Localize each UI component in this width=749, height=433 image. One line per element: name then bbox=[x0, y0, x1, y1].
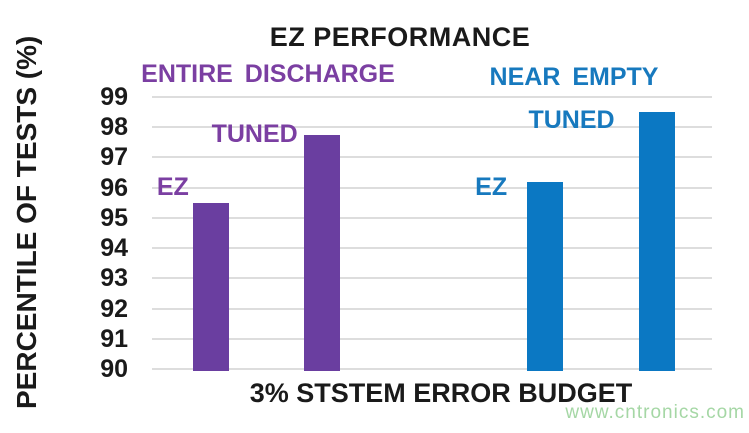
y-tick-label-97: 97 bbox=[100, 143, 128, 172]
y-tick-label-91: 91 bbox=[100, 324, 128, 353]
y-tick-label-99: 99 bbox=[100, 83, 128, 111]
y-tick-label-96: 96 bbox=[100, 173, 128, 202]
gridline-94 bbox=[152, 247, 712, 250]
gridline-93 bbox=[152, 277, 712, 280]
gridline-91 bbox=[152, 337, 712, 340]
gridline-98 bbox=[152, 126, 712, 129]
gridline-96 bbox=[152, 186, 712, 189]
bar-near-empty-ez bbox=[527, 181, 564, 371]
y-tick-label-98: 98 bbox=[100, 113, 128, 142]
y-tick-label-94: 94 bbox=[100, 234, 128, 263]
x-axis-label: 3% STSTEM ERROR BUDGET bbox=[249, 378, 633, 408]
gridline-90 bbox=[152, 368, 712, 370]
bar-entire-discharge-tuned bbox=[303, 134, 340, 371]
gridline-97 bbox=[152, 156, 712, 159]
y-tick-label-92: 92 bbox=[100, 294, 128, 323]
group-header-near-empty: NEAR EMPTY bbox=[489, 63, 659, 91]
bar-label-near-empty-tuned: TUNED bbox=[528, 106, 615, 135]
bar-label-near-empty-ez: EZ bbox=[475, 172, 508, 201]
watermark-text: www.cntronics.com bbox=[565, 402, 745, 423]
y-tick-label-90: 90 bbox=[100, 355, 128, 383]
y-tick-label-95: 95 bbox=[100, 203, 128, 232]
gridline-95 bbox=[152, 216, 712, 219]
bar-entire-discharge-ez bbox=[192, 202, 229, 371]
y-tick-label-93: 93 bbox=[100, 264, 128, 293]
bar-near-empty-tuned bbox=[638, 112, 675, 371]
bar-label-entire-discharge-tuned: TUNED bbox=[211, 119, 298, 148]
chart-title: EZ PERFORMANCE bbox=[269, 22, 531, 52]
bar-label-entire-discharge-ez: EZ bbox=[156, 172, 189, 201]
gridline-99 bbox=[152, 96, 712, 98]
gridline-92 bbox=[152, 307, 712, 310]
group-header-entire-discharge: ENTIRE DISCHARGE bbox=[141, 60, 395, 88]
